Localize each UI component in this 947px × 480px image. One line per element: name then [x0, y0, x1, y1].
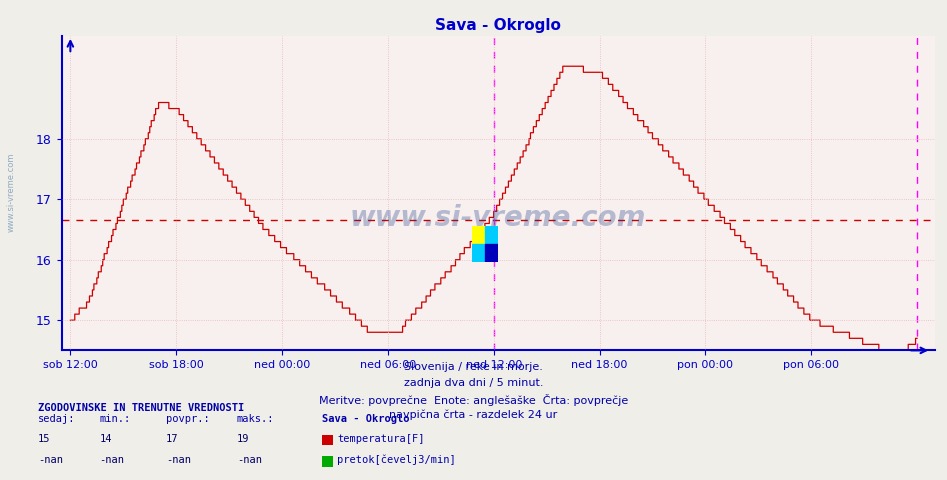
- Text: maks.:: maks.:: [237, 414, 275, 424]
- Text: Slovenija / reke in morje.: Slovenija / reke in morje.: [404, 362, 543, 372]
- Text: 14: 14: [99, 433, 112, 444]
- Bar: [472, 244, 485, 262]
- Text: -nan: -nan: [99, 455, 124, 465]
- Text: Sava - Okroglo: Sava - Okroglo: [322, 414, 409, 424]
- Title: Sava - Okroglo: Sava - Okroglo: [436, 18, 561, 34]
- Text: -nan: -nan: [237, 455, 261, 465]
- Text: povpr.:: povpr.:: [166, 414, 209, 424]
- Text: min.:: min.:: [99, 414, 131, 424]
- Text: 19: 19: [237, 433, 249, 444]
- Text: Meritve: povprečne  Enote: anglešaške  Črta: povprečje: Meritve: povprečne Enote: anglešaške Črt…: [319, 394, 628, 406]
- Bar: [485, 244, 498, 262]
- Bar: [485, 226, 498, 244]
- Text: -nan: -nan: [166, 455, 190, 465]
- Text: temperatura[F]: temperatura[F]: [337, 433, 424, 444]
- Bar: [472, 226, 485, 244]
- Text: 17: 17: [166, 433, 178, 444]
- Text: www.si-vreme.com: www.si-vreme.com: [7, 152, 16, 232]
- Text: navpična črta - razdelek 24 ur: navpična črta - razdelek 24 ur: [389, 410, 558, 420]
- Text: zadnja dva dni / 5 minut.: zadnja dva dni / 5 minut.: [403, 378, 544, 388]
- Text: pretok[čevelj3/min]: pretok[čevelj3/min]: [337, 455, 456, 465]
- Text: www.si-vreme.com: www.si-vreme.com: [349, 204, 647, 232]
- Text: sedaj:: sedaj:: [38, 414, 76, 424]
- Text: -nan: -nan: [38, 455, 63, 465]
- Text: 15: 15: [38, 433, 50, 444]
- Text: ZGODOVINSKE IN TRENUTNE VREDNOSTI: ZGODOVINSKE IN TRENUTNE VREDNOSTI: [38, 403, 244, 413]
